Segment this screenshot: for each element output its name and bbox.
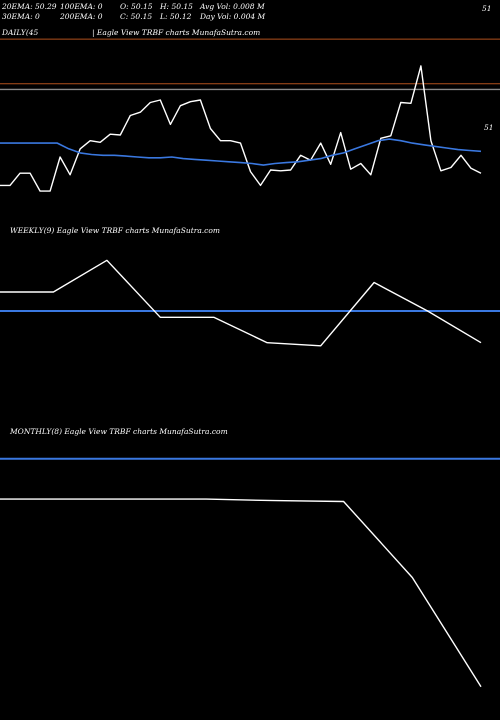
weekly-panel-label: WEEKLY(9) Eagle View TRBF charts MunafaS… (10, 226, 221, 235)
daily-ema-line (0, 138, 482, 166)
daily-price-line (0, 65, 482, 192)
stat-day-vol: Day Vol: 0.004 M (200, 12, 266, 21)
stat-close: C: 50.15 (120, 12, 153, 21)
stat-100ema: 100EMA: 0 (60, 2, 103, 11)
stat-open: O: 50.15 (120, 2, 153, 11)
weekly-chart (0, 259, 500, 347)
stat-30ema: 30EMA: 0 (2, 12, 40, 21)
stat-200ema: 200EMA: 0 (60, 12, 103, 21)
monthly-panel-label: MONTHLY(8) Eagle View TRBF charts Munafa… (10, 427, 228, 436)
stat-low: L: 50.12 (160, 12, 192, 21)
weekly-price-line (0, 259, 482, 347)
stat-20ema: 20EMA: 50.29 (2, 2, 57, 11)
stat-avg-vol: Avg Vol: 0.008 M (200, 2, 265, 11)
daily-chart (0, 38, 500, 192)
daily-panel-credit: | Eagle View TRBF charts MunafaSutra.com (92, 28, 261, 37)
monthly-chart (0, 457, 500, 688)
stat-high: H: 50.15 (160, 2, 193, 11)
daily-panel-label: DAILY(45 (2, 28, 39, 37)
daily-tick-label: 51 (484, 123, 494, 132)
header-right-tick: 51 (482, 4, 492, 13)
monthly-price-line (0, 498, 482, 688)
